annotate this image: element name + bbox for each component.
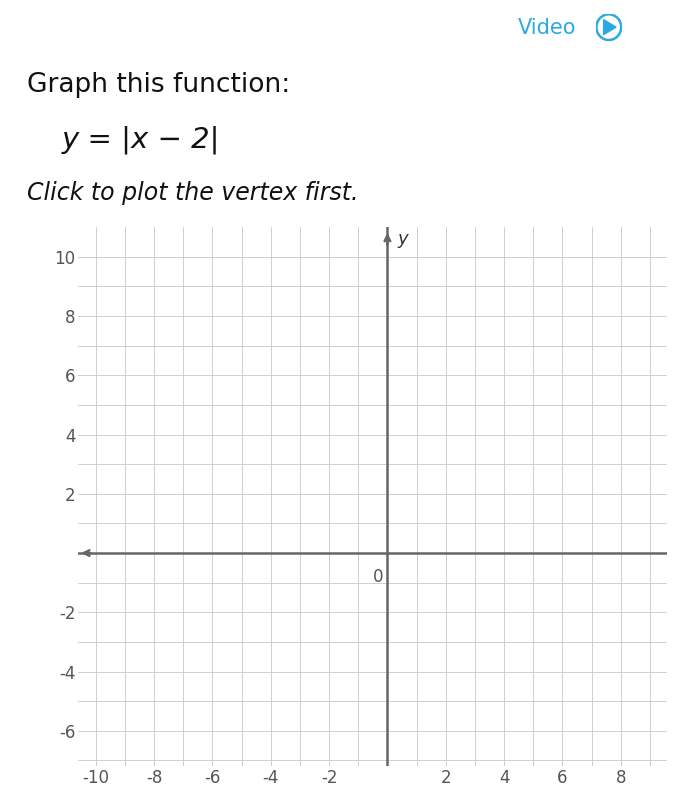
Polygon shape [603, 19, 616, 35]
Text: y = |x − 2|: y = |x − 2| [61, 125, 220, 154]
Text: y: y [398, 230, 409, 248]
Text: Video: Video [518, 19, 576, 38]
Text: Click to plot the vertex first.: Click to plot the vertex first. [27, 181, 359, 205]
Text: 0: 0 [373, 568, 383, 586]
Text: Graph this function:: Graph this function: [27, 72, 291, 98]
